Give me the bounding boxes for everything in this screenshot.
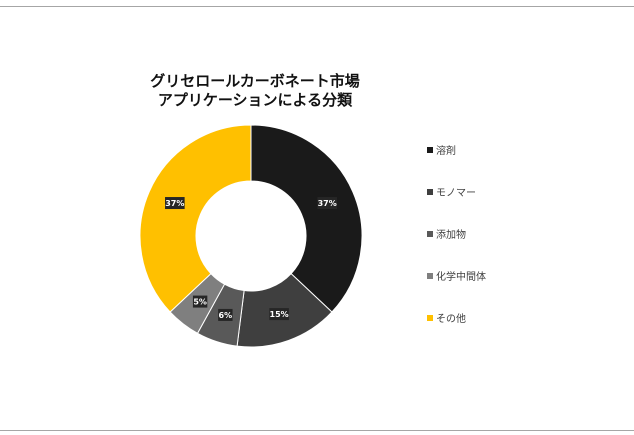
- chart-title-line-1: グリセロールカーボネート市場: [150, 72, 360, 90]
- data-label-chemical-intermediate: 5%: [192, 295, 208, 308]
- donut-slice-other: [139, 124, 252, 313]
- data-label-bg-chemical-intermediate: [192, 295, 208, 308]
- bottom-border: [0, 430, 634, 431]
- legend-item-other: その他: [427, 310, 466, 325]
- chart-title-line-2: アプリケーションによる分類: [157, 91, 353, 109]
- data-label-other: 37%: [165, 197, 185, 210]
- legend-swatch-chemical-intermediate: [427, 272, 433, 279]
- legend-label-solvent: 溶剤: [436, 146, 456, 157]
- legend-item-chemical-intermediate: 化学中間体: [427, 268, 486, 283]
- legend-item-monomer: モノマー: [427, 184, 476, 199]
- legend-label-monomer: モノマー: [436, 188, 476, 199]
- data-label-monomer: 15%: [269, 308, 289, 321]
- data-label-text-monomer: 15%: [270, 310, 289, 319]
- donut-slice-solvent: [250, 124, 363, 313]
- data-label-bg-solvent: [317, 197, 337, 210]
- chart-title: グリセロールカーボネート市場 アプリケーションによる分類: [130, 72, 380, 110]
- data-label-text-solvent: 37%: [318, 199, 337, 208]
- data-label-text-additive: 6%: [219, 311, 233, 320]
- legend-label-other: その他: [436, 314, 466, 325]
- legend-swatch-additive: [427, 230, 433, 237]
- data-label-text-other: 37%: [165, 199, 184, 208]
- legend-item-additive: 添加物: [427, 226, 466, 241]
- data-label-additive: 6%: [218, 308, 233, 321]
- data-label-solvent: 37%: [317, 197, 337, 210]
- legend-swatch-solvent: [427, 146, 433, 153]
- legend-swatch-monomer: [427, 188, 433, 195]
- data-label-bg-additive: [218, 308, 233, 321]
- data-label-bg-other: [165, 197, 185, 210]
- data-label-text-chemical-intermediate: 5%: [193, 298, 207, 307]
- legend-label-additive: 添加物: [436, 230, 466, 241]
- legend-item-solvent: 溶剤: [427, 142, 456, 157]
- legend-swatch-other: [427, 314, 433, 321]
- legend-label-chemical-intermediate: 化学中間体: [436, 272, 486, 283]
- top-border: [0, 6, 634, 7]
- data-label-bg-monomer: [269, 308, 289, 321]
